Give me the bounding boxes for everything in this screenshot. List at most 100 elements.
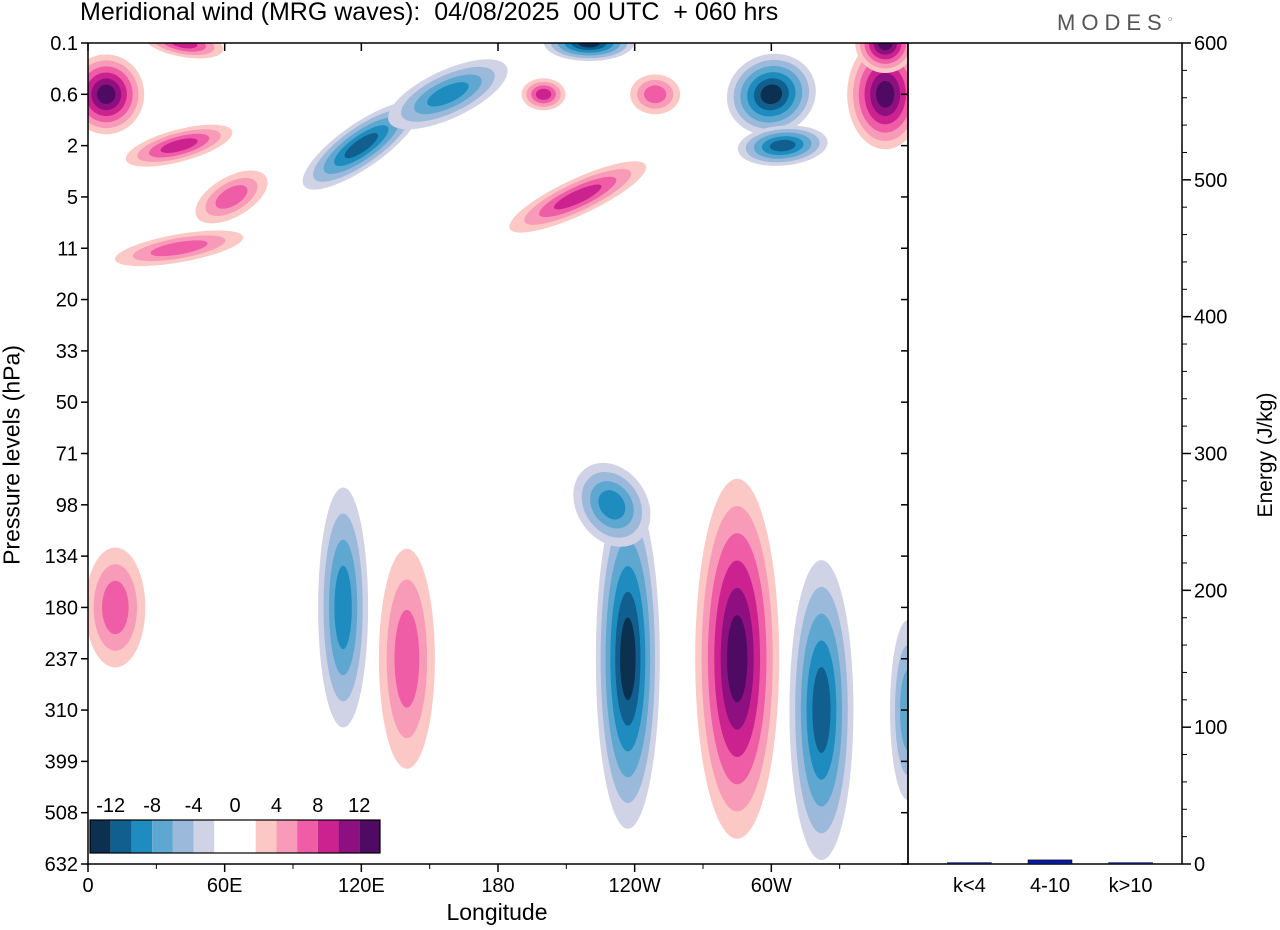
colorbar-swatch [193,820,215,853]
colorbar-swatch [297,820,318,853]
colorbar-label: 0 [229,795,240,817]
y-tick-label: 33 [56,341,78,363]
contour-feature [726,53,816,135]
energy-tick-label: 200 [1194,580,1227,602]
colorbar-swatch [276,820,298,853]
y-tick-label: 2 [67,136,78,158]
y-tick-label: 5 [67,187,78,209]
contour-ring [394,609,420,708]
contour-ring [344,133,379,159]
colorbar-label: -8 [143,795,161,817]
energy-tick-label: 100 [1194,717,1227,739]
contour-ring [97,84,116,105]
contour-ring [760,84,783,105]
contour-feature [737,125,828,166]
energy-bar [947,862,992,865]
y-tick-label: 50 [56,392,78,414]
contour-feature [195,170,268,224]
y-tick-label: 98 [56,495,78,517]
y-tick-label: 310 [45,700,78,722]
contour-ring [215,185,248,209]
contour-ring [876,81,895,108]
heatmap-frame [87,42,909,865]
contour-feature [378,548,435,769]
brand-text: MODES [1057,10,1168,35]
colorbar-label: 12 [348,795,370,817]
contour-ring [553,184,602,210]
contour-feature [388,59,508,130]
chart-title: Meridional wind (MRG waves): 04/08/2025 … [80,0,779,26]
colorbar-label: -12 [96,795,125,817]
energy-tick-label: 0 [1194,854,1205,876]
x-axis-label: Longitude [446,899,548,925]
colorbar-swatch [359,820,380,853]
contour-feature [695,478,780,839]
contour-feature [509,161,647,233]
y-tick-label: 11 [57,238,78,260]
contour-feature [855,43,908,73]
contour-feature [544,43,635,61]
colorbar-swatch [172,820,194,853]
x-tick-label: 60E [207,875,243,897]
y-tick-label: 399 [45,751,78,773]
colorbar-swatch [152,820,173,853]
contour-ring [726,615,748,703]
contour-ring [578,43,601,48]
contour-feature [125,124,233,167]
colorbar-label: 4 [271,795,282,817]
colorbar-swatch [235,820,256,853]
contour-ring [598,490,626,520]
contour-ring [769,139,796,152]
y-tick-label: 508 [45,803,78,825]
energy-category-label: k>10 [1109,875,1153,897]
contour-feature [521,78,566,111]
contour-feature [630,74,681,115]
colorbar-frame [89,819,381,854]
y-tick-label: 134 [45,546,78,568]
energy-category-label: k<4 [953,875,986,897]
contour-ring [334,565,352,650]
colorbar-swatch [317,820,339,853]
contour-ring [169,43,198,49]
contour-ring [812,667,831,753]
x-tick-label: 0 [82,875,93,897]
colorbar-label: 8 [312,795,323,817]
colorbar-swatch [110,820,132,853]
heatmap-field [88,43,908,861]
contour-feature [88,54,145,135]
x-tick-label: 60W [751,875,792,897]
energy-category-label: 4-10 [1030,875,1070,897]
contour-feature [144,43,224,59]
colorbar-swatch [255,820,277,853]
colorbar-swatch [214,820,235,853]
energy-tick-label: 300 [1194,444,1227,466]
y-tick-label: 0.6 [50,84,78,106]
y-tick-label: 632 [45,854,78,876]
energy-bar [1108,862,1153,865]
contour-feature [573,462,651,547]
colorbar-swatch [131,820,153,853]
contour-ring [877,43,893,51]
colorbar-swatch [338,820,360,853]
contour-ring [102,580,129,635]
y-tick-label: 71 [56,444,78,466]
y-tick-label: 0.1 [50,33,78,55]
colorbar-label: -4 [185,795,203,817]
x-tick-label: 120E [338,875,385,897]
contour-feature [789,560,854,861]
contour-ring [150,240,208,257]
colorbar-swatch [90,820,111,853]
energy-tick-label: 400 [1194,307,1227,329]
contour-feature [88,547,146,668]
energy-frame [907,42,1183,865]
contour-feature [318,487,369,728]
contour-ring [535,88,552,100]
contour-feature [595,488,660,829]
contour-ring [644,85,667,104]
y-tick-label: 180 [45,597,78,619]
contour-ring [620,617,636,700]
contour-feature [115,230,244,267]
contour-ring [160,138,198,153]
modes-logo: MODES○ [1057,10,1173,35]
